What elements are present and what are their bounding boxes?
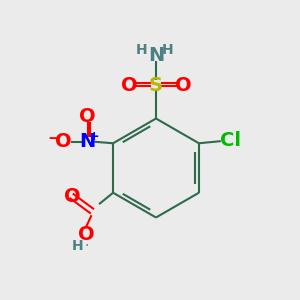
Text: Cl: Cl [220, 131, 241, 150]
Text: N: N [148, 46, 164, 65]
Text: S: S [149, 76, 163, 95]
Text: −: − [48, 131, 60, 146]
Text: O: O [55, 132, 71, 151]
Text: O: O [78, 225, 95, 244]
Text: H: H [162, 43, 173, 57]
Text: O: O [175, 76, 191, 95]
Text: O: O [79, 107, 96, 126]
Text: N: N [80, 132, 96, 151]
Text: O: O [121, 76, 137, 95]
Text: O: O [64, 187, 80, 206]
Text: ·: · [84, 239, 88, 253]
Text: H: H [72, 239, 84, 253]
Text: +: + [89, 130, 100, 143]
Text: H: H [136, 43, 148, 57]
